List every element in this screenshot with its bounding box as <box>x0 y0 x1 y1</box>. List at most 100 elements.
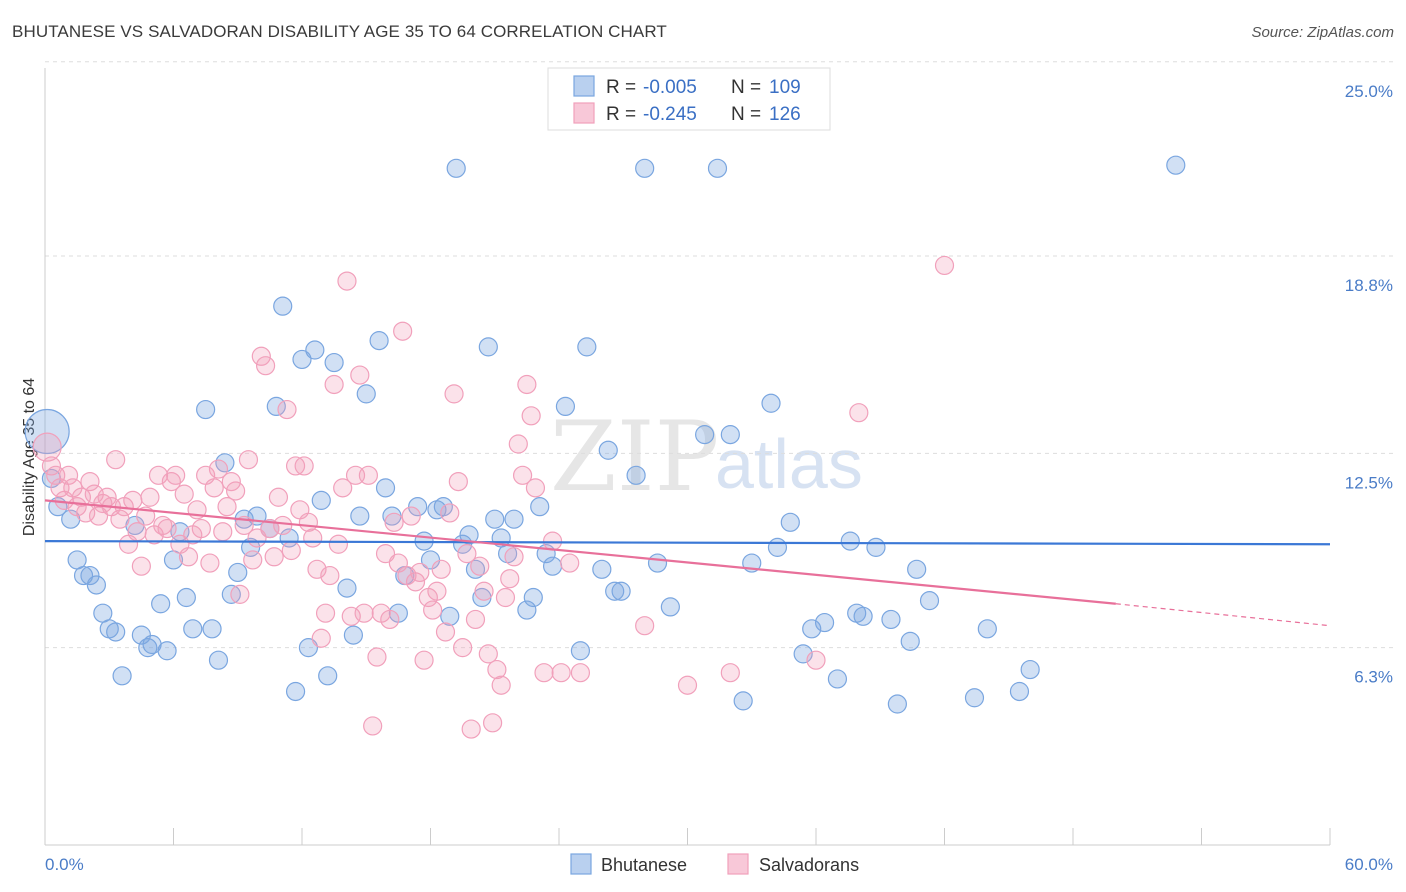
bhutanese-point <box>369 331 389 351</box>
legend-r-label-0: R = <box>606 77 636 98</box>
bhutanese-point <box>977 619 997 639</box>
salvadoran-point <box>517 374 537 395</box>
bhutanese-point <box>720 425 740 445</box>
salvadoran-point <box>32 432 62 462</box>
bhutanese-point <box>478 337 498 357</box>
salvadoran-point <box>384 512 404 532</box>
bhutanese-point <box>814 612 835 633</box>
bhutanese-point <box>73 565 94 586</box>
salvadoran-point <box>934 255 955 276</box>
salvadoran-point <box>58 465 79 485</box>
x-tick-label-min: 0.0% <box>45 855 84 874</box>
bhutanese-point <box>112 666 132 686</box>
bhutanese-point <box>298 638 319 658</box>
y-tick-label: 6.3% <box>1354 668 1393 687</box>
salvadoran-point <box>405 572 426 592</box>
salvadoran-point <box>213 522 233 542</box>
y-axis-title: Disability Age 35 to 64 <box>21 378 38 536</box>
salvadoran-point <box>350 365 370 385</box>
bottom-legend-swatch-pink <box>727 853 749 875</box>
bhutanese-point <box>964 688 985 708</box>
salvadoran-point <box>542 531 563 551</box>
salvadoran-point <box>140 487 160 507</box>
bhutanese-point <box>24 408 70 455</box>
salvadoran-point <box>315 603 336 623</box>
salvadoran-point <box>478 644 498 664</box>
bhutanese-point <box>1166 155 1186 175</box>
salvadoran-point <box>200 553 220 573</box>
salvadoran-point <box>191 518 211 539</box>
bhutanese-point <box>592 559 612 579</box>
salvadoran-point <box>238 450 259 470</box>
bhutanese-point <box>761 393 781 413</box>
legend-n-value-1: 126 <box>769 104 801 125</box>
salvadoran-point <box>457 544 477 564</box>
salvadoran-point <box>131 556 151 576</box>
salvadoran-point <box>324 374 344 395</box>
salvadoran-point <box>512 465 533 485</box>
salvadoran-point <box>311 628 331 648</box>
bhutanese-point <box>106 622 126 642</box>
salvadoran-point <box>508 434 528 454</box>
salvadoran-point <box>474 581 494 601</box>
bhutanese-point <box>577 337 597 357</box>
salvadoran-point <box>221 471 241 492</box>
bhutanese-point <box>919 591 940 611</box>
x-ticks <box>44 828 1331 845</box>
bhutanese-point <box>605 581 625 601</box>
bhutanese-point <box>356 384 376 404</box>
salvadoran-point <box>635 616 655 636</box>
salvadoran-point <box>521 406 541 426</box>
bhutanese-point <box>324 352 344 373</box>
legend-n-label-0: N = <box>731 77 761 98</box>
salvadoran-point <box>393 321 413 341</box>
y-tick-label: 18.8% <box>1345 276 1393 295</box>
legend-r-label-1: R = <box>606 104 636 125</box>
salvadoran-point <box>110 509 130 529</box>
salvadoran-point <box>354 603 374 623</box>
salvadoran-point <box>363 716 383 736</box>
bhutanese-point <box>1020 659 1040 680</box>
bhutanese-point <box>598 440 618 460</box>
salvadoran-point <box>410 562 430 583</box>
series-legend: Bhutanese Salvadorans <box>570 853 859 875</box>
salvadoran-point <box>440 503 460 523</box>
salvadoran-point <box>106 450 126 470</box>
bhutanese-point <box>241 537 261 557</box>
salvadoran-point <box>127 522 147 542</box>
chart-title: BHUTANESE VS SALVADORAN DISABILITY AGE 3… <box>12 22 667 41</box>
watermark-atlas: atlas <box>715 425 863 503</box>
salvadoran-trend-line <box>44 499 1116 605</box>
bhutanese-point <box>504 509 524 529</box>
legend-n-value-0: 109 <box>769 77 801 98</box>
bhutanese-point <box>523 587 543 608</box>
salvadoran-point <box>217 497 237 517</box>
salvadoran-point <box>123 490 143 510</box>
salvadoran-point <box>208 459 229 479</box>
bhutanese-point <box>337 578 357 598</box>
salvadoran-point <box>483 713 503 733</box>
salvadoran-point <box>157 518 177 539</box>
salvadoran-point <box>470 556 490 576</box>
bottom-legend-label-salvadorans: Salvadorans <box>759 855 859 875</box>
trend-lines <box>44 499 1331 627</box>
salvadoran-point <box>444 384 464 404</box>
salvadoran-point <box>375 544 396 564</box>
salvadoran-point <box>268 487 289 507</box>
salvadoran-point <box>551 663 571 683</box>
bhutanese-point <box>626 465 646 485</box>
salvadoran-point <box>465 609 486 630</box>
bhutanese-point <box>1009 681 1030 702</box>
salvadoran-point <box>41 456 62 476</box>
bhutanese-point <box>907 559 927 579</box>
salvadoran-point <box>367 647 387 667</box>
stats-legend: R = -0.005 N = 109 R = -0.245 N = 126 <box>547 67 831 131</box>
salvadoran-point <box>264 547 284 567</box>
bhutanese-point <box>635 158 655 178</box>
bhutanese-point <box>555 396 576 417</box>
bhutanese-point <box>866 537 886 557</box>
salvadoran-point <box>251 346 271 366</box>
salvadoran-point <box>423 600 443 620</box>
salvadoran-point <box>495 587 516 608</box>
